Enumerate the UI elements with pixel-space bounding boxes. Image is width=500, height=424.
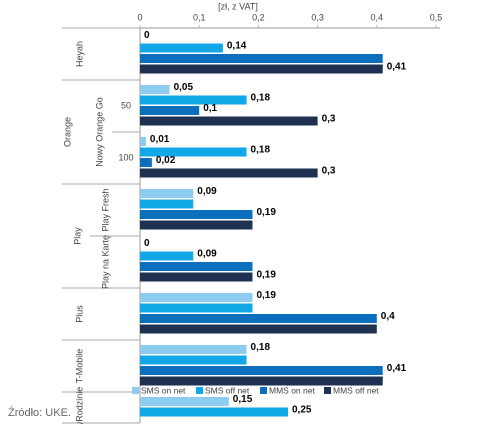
category-label: Heyah [74,41,84,67]
value-label: 0,18 [251,144,271,155]
legend-label: MMS off net [333,385,379,395]
group-label: Play [72,227,82,245]
value-label: 0,09 [197,248,217,259]
legend-label: MMS on net [269,385,315,395]
bar [140,220,253,230]
bar [140,95,247,105]
category-label: 50 [121,100,131,110]
x-tick-label: 0 [137,12,142,22]
value-label: 0,19 [256,207,276,218]
category-label: Plus [74,305,84,323]
value-label: 0,01 [150,134,170,145]
category-label: Play na Kartę [100,235,110,289]
group-label: Orange [62,117,72,147]
value-label: 0,1 [203,103,217,114]
axis-label: [zł, z VAT] [218,1,258,11]
value-label: 0,15 [233,394,253,405]
bar [140,199,194,209]
bar [140,85,170,94]
bar [140,158,152,167]
value-label: 0,14 [227,40,247,51]
value-label: 0 [144,30,150,41]
bar [140,314,377,323]
category-label: T-Mobile [74,349,84,384]
bar [140,293,253,302]
bar [140,366,383,375]
legend-label: SMS on net [141,385,186,395]
value-label: 0,3 [322,165,336,176]
bar [140,168,318,178]
group-label: Nowy Orange Go [94,97,104,167]
value-label: 0,19 [256,269,276,280]
category-label: wRodzinie [74,387,84,424]
legend-swatch [132,387,139,394]
bar [140,397,229,406]
bar [140,54,383,63]
legend-swatch [324,387,331,394]
value-label: 0,05 [174,82,194,93]
bar [140,189,194,198]
bar [140,262,253,271]
bar [140,345,247,354]
legend-swatch [260,387,267,394]
bar [140,43,223,53]
legend-swatch [196,387,203,394]
legend-label: SMS off net [205,385,250,395]
bar [140,106,200,115]
value-label: 0,18 [251,342,271,353]
value-label: 0,09 [197,186,217,197]
value-label: 0,19 [256,290,276,301]
x-tick-label: 0,5 [430,12,443,22]
x-tick-label: 0,3 [311,12,324,22]
value-label: 0,02 [156,155,176,166]
bar [140,376,383,386]
value-label: 0 [144,238,150,249]
bar [140,137,146,146]
bar [140,147,247,157]
bar [140,116,318,126]
category-label: 100 [118,152,133,162]
value-label: 0,18 [251,92,271,103]
bar [140,210,253,219]
x-tick-label: 0,4 [371,12,384,22]
value-label: 0,41 [387,363,407,374]
bar [140,407,288,417]
value-label: 0,3 [322,113,336,124]
bar [140,303,253,313]
value-label: 0,41 [387,61,407,72]
value-label: 0,4 [381,311,395,322]
bar [140,272,253,282]
source: Źródło: UKE. [8,406,71,419]
x-tick-label: 0,1 [193,12,206,22]
bar [140,324,377,334]
x-tick-label: 0,2 [252,12,265,22]
bar [140,64,383,74]
category-label: Play Fresh [100,188,110,231]
bar [140,251,194,261]
value-label: 0,25 [292,404,312,415]
bar [140,355,247,365]
